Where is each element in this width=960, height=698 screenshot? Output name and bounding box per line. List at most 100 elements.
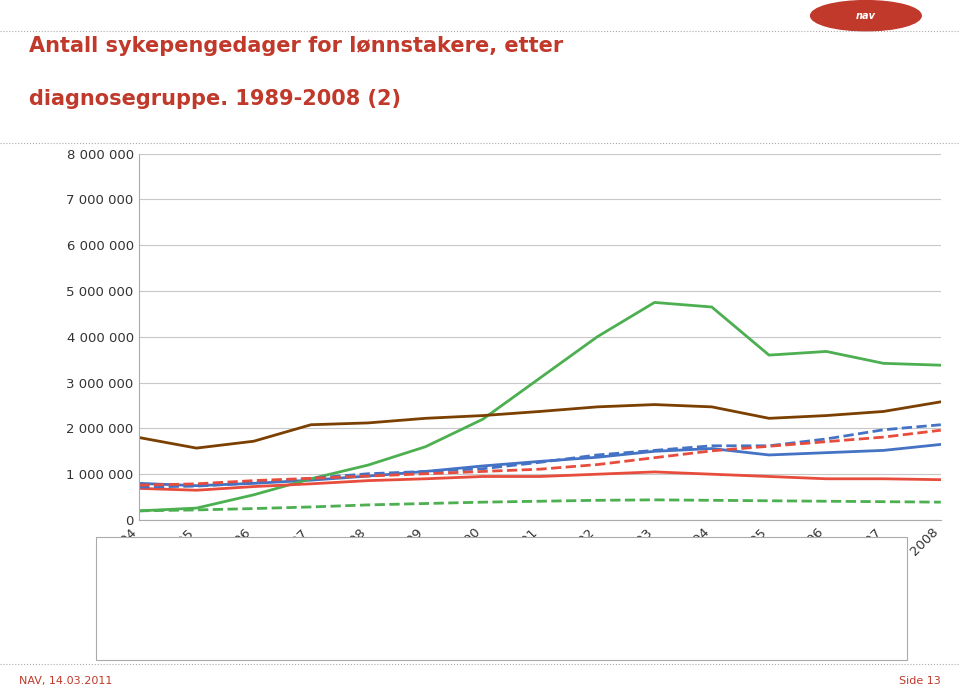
Angst og depressive lidelser <box>363 461 374 469</box>
Lettere psykiske lidelser <box>248 479 259 487</box>
Text: Angst og depressive lidelser: Angst og depressive lidelser <box>198 582 365 595</box>
Angst og depressive lidelser <box>248 491 259 499</box>
Andre lidelser <box>706 403 717 411</box>
Sykdommer i nervesystemet <box>420 467 431 475</box>
Sykdommer i luftveiene <box>877 475 889 483</box>
Angst og depressive lidelser <box>133 507 145 515</box>
Andre psykiske lidelser <box>305 503 317 511</box>
Andre lidelser <box>133 433 145 442</box>
Angst og depressive lidelser <box>877 359 889 368</box>
Lettere psykiske lidelser <box>821 435 832 443</box>
Andre psykiske lidelser <box>248 505 259 513</box>
Sykdommer i nervesystemet <box>477 462 489 470</box>
Sykdommer i luftveiene <box>305 480 317 488</box>
Line: Sykdommer i nervesystemet: Sykdommer i nervesystemet <box>139 445 941 486</box>
Lettere psykiske lidelser <box>763 442 775 450</box>
Andre lidelser <box>363 419 374 427</box>
Andre lidelser <box>534 407 545 415</box>
Sykdommer i luftveiene <box>649 468 660 476</box>
Angst og depressive lidelser <box>477 415 489 424</box>
Sykdommer i luftveiene <box>248 482 259 491</box>
Lettere psykiske lidelser <box>191 482 203 490</box>
Lettere psykiske lidelser <box>935 420 947 429</box>
Svangerskapssykdommer <box>591 461 603 469</box>
Sykdommer i luftveiene <box>191 486 203 494</box>
Andre psykiske lidelser <box>706 496 717 505</box>
Svangerskapssykdommer <box>763 442 775 450</box>
Angst og depressive lidelser <box>534 374 545 383</box>
Text: nav: nav <box>856 10 876 21</box>
Lettere psykiske lidelser <box>477 465 489 473</box>
Lettere psykiske lidelser <box>591 451 603 459</box>
Andre psykiske lidelser <box>420 499 431 507</box>
Andre psykiske lidelser <box>763 496 775 505</box>
Text: Sykdommer i nervesystemet: Sykdommer i nervesystemet <box>198 553 368 566</box>
Angst og depressive lidelser <box>420 443 431 451</box>
Andre psykiske lidelser <box>821 497 832 505</box>
Sykdommer i nervesystemet <box>305 476 317 484</box>
Andre lidelser <box>877 407 889 415</box>
Text: //: // <box>908 10 917 21</box>
Lettere psykiske lidelser <box>877 426 889 434</box>
Andre psykiske lidelser <box>477 498 489 506</box>
Line: Svangerskapssykdommer: Svangerskapssykdommer <box>139 430 941 485</box>
Andre lidelser <box>821 411 832 419</box>
Sykdommer i luftveiene <box>534 473 545 481</box>
Andre psykiske lidelser <box>363 500 374 509</box>
Andre psykiske lidelser <box>534 497 545 505</box>
Sykdommer i nervesystemet <box>877 446 889 454</box>
Sykdommer i nervesystemet <box>649 447 660 456</box>
Text: NAV, 14.03.2011: NAV, 14.03.2011 <box>19 676 112 685</box>
Svangerskapssykdommer <box>420 470 431 478</box>
Andre lidelser <box>591 403 603 411</box>
Lettere psykiske lidelser <box>363 470 374 478</box>
Line: Lettere psykiske lidelser: Lettere psykiske lidelser <box>139 424 941 487</box>
Sykdommer i nervesystemet <box>534 457 545 466</box>
Sykdommer i nervesystemet <box>763 451 775 459</box>
Text: Svangerskapssykdommer: Svangerskapssykdommer <box>595 611 747 625</box>
Angst og depressive lidelser <box>591 332 603 341</box>
Andre lidelser <box>420 414 431 422</box>
Line: Andre psykiske lidelser: Andre psykiske lidelser <box>139 500 941 511</box>
Text: Lettere psykiske lidelser: Lettere psykiske lidelser <box>595 553 738 566</box>
Lettere psykiske lidelser <box>649 446 660 454</box>
Sykdommer i nervesystemet <box>591 453 603 461</box>
Text: Sykdommer i luftveiene: Sykdommer i luftveiene <box>198 611 339 625</box>
Lettere psykiske lidelser <box>420 467 431 475</box>
Svangerskapssykdommer <box>706 447 717 455</box>
Angst og depressive lidelser <box>706 303 717 311</box>
Text: Antall sykepengedager for lønnstakere, etter: Antall sykepengedager for lønnstakere, e… <box>29 36 564 57</box>
Line: Angst og depressive lidelser: Angst og depressive lidelser <box>139 302 941 511</box>
Svangerskapssykdommer <box>935 426 947 434</box>
Andre lidelser <box>763 414 775 422</box>
Sykdommer i luftveiene <box>363 477 374 485</box>
Andre psykiske lidelser <box>191 506 203 514</box>
Lettere psykiske lidelser <box>706 442 717 450</box>
Angst og depressive lidelser <box>935 361 947 369</box>
Andre psykiske lidelser <box>649 496 660 504</box>
Andre lidelser <box>248 437 259 445</box>
Andre lidelser <box>191 444 203 452</box>
Sykdommer i luftveiene <box>133 484 145 493</box>
Sykdommer i nervesystemet <box>706 445 717 453</box>
Sykdommer i nervesystemet <box>191 482 203 490</box>
Sykdommer i nervesystemet <box>821 449 832 457</box>
Svangerskapssykdommer <box>877 433 889 441</box>
Svangerskapssykdommer <box>534 465 545 473</box>
Sykdommer i nervesystemet <box>248 479 259 487</box>
Sykdommer i nervesystemet <box>363 472 374 480</box>
Sykdommer i luftveiene <box>591 470 603 478</box>
Andre lidelser <box>305 420 317 429</box>
Sykdommer i nervesystemet <box>133 479 145 487</box>
Text: Andre lidelser: Andre lidelser <box>198 641 279 654</box>
Text: Side 13: Side 13 <box>900 676 941 685</box>
Line: Andre lidelser: Andre lidelser <box>139 402 941 448</box>
Svangerskapssykdommer <box>363 472 374 480</box>
Lettere psykiske lidelser <box>133 483 145 491</box>
Text: diagnosegruppe. 1989-2008 (2): diagnosegruppe. 1989-2008 (2) <box>29 89 401 109</box>
Angst og depressive lidelser <box>305 475 317 483</box>
Andre psykiske lidelser <box>877 498 889 506</box>
Angst og depressive lidelser <box>763 351 775 359</box>
Sykdommer i luftveiene <box>420 475 431 483</box>
Lettere psykiske lidelser <box>305 474 317 482</box>
